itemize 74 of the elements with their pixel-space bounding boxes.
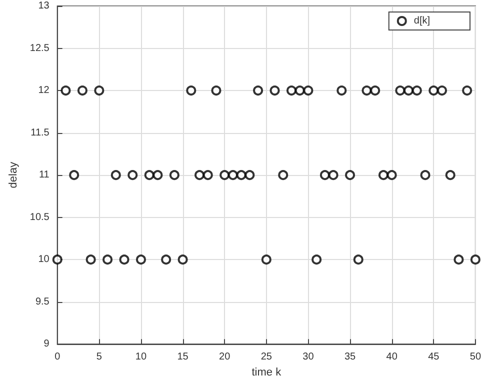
point: [77, 86, 88, 96]
point: [202, 170, 213, 180]
point: [211, 86, 222, 96]
point: [136, 254, 146, 265]
point: [445, 170, 456, 180]
x-tick-label: 25: [260, 352, 272, 363]
y-tick-label: 13: [38, 0, 50, 12]
point: [270, 86, 280, 96]
point: [178, 254, 188, 265]
y-tick-label: 12.5: [30, 42, 50, 54]
point: [362, 86, 372, 96]
point: [428, 86, 439, 96]
point: [462, 86, 472, 96]
x-tick-label: 5: [96, 352, 102, 363]
point: [102, 254, 113, 265]
point: [395, 86, 406, 96]
point: [378, 170, 388, 180]
point: [236, 170, 246, 180]
point: [312, 254, 322, 265]
x-tick-label: 45: [428, 352, 440, 363]
point: [294, 86, 305, 96]
y-axis-title: delay: [8, 161, 20, 188]
y-tick-label: 9: [44, 338, 50, 350]
x-tick-label: 10: [135, 352, 147, 363]
point: [261, 254, 272, 265]
point: [119, 254, 130, 265]
point: [353, 254, 364, 265]
point: [52, 254, 62, 265]
point: [220, 170, 230, 180]
x-tick-label: 0: [54, 352, 61, 363]
point: [228, 170, 238, 180]
point: [470, 254, 480, 265]
point: [370, 86, 380, 96]
y-tick-label: 9.5: [35, 296, 50, 308]
point: [437, 86, 447, 96]
x-tick-label: 30: [302, 352, 314, 363]
point: [144, 170, 154, 180]
y-tick-label: 12: [38, 85, 50, 96]
x-axis-title: time k: [252, 366, 282, 378]
point: [128, 170, 138, 180]
x-tick-label: 40: [386, 352, 398, 363]
y-tick-label: 11: [38, 170, 50, 181]
x-tick-label: 15: [177, 352, 189, 363]
point: [69, 170, 80, 180]
point: [454, 254, 464, 265]
point: [345, 170, 356, 180]
x-tick-label: 35: [344, 352, 356, 363]
point: [244, 170, 255, 180]
point: [328, 170, 338, 180]
point: [152, 170, 163, 180]
point: [404, 86, 414, 96]
point: [253, 86, 264, 96]
point: [110, 170, 121, 180]
point: [169, 170, 180, 180]
point: [420, 170, 430, 180]
point: [186, 86, 196, 96]
y-tick-label: 11.5: [30, 127, 50, 138]
x-tick-label: 50: [470, 352, 482, 363]
point: [336, 86, 347, 96]
point: [386, 170, 397, 180]
y-tick-label: 10.5: [30, 212, 50, 223]
point: [412, 86, 422, 96]
point: [320, 170, 330, 180]
point: [278, 170, 288, 180]
point: [86, 254, 96, 265]
point: [303, 86, 314, 96]
x-tick-label: 20: [219, 352, 231, 363]
point: [286, 86, 296, 96]
legend-label: d[k]: [414, 16, 430, 26]
y-tick-label: 10: [38, 254, 50, 266]
point: [161, 254, 172, 265]
point: [94, 86, 104, 96]
point: [194, 170, 205, 180]
point: [60, 86, 71, 96]
